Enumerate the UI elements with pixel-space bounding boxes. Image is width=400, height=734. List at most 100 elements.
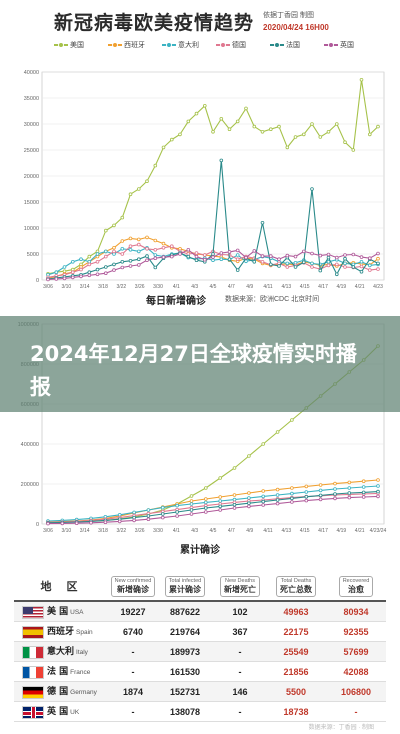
data-point [204, 497, 208, 501]
legend-label: 德国 [232, 42, 246, 49]
data-point [112, 249, 116, 254]
new-deaths-cell: - [214, 661, 266, 682]
legend-label: 意大利 [178, 42, 199, 49]
data-point [178, 252, 182, 256]
data-point [189, 502, 194, 506]
country-cell: 意大利 Italy [14, 641, 110, 662]
data-point [261, 499, 266, 504]
x-tick-label: 4/15 [300, 528, 310, 534]
data-point [128, 259, 133, 263]
x-tick-label: 4/7 [228, 284, 235, 290]
x-tick-label: 4/21 [355, 284, 365, 290]
data-point [310, 187, 314, 191]
data-point [359, 264, 364, 269]
flag-icon [22, 625, 44, 639]
data-point [95, 252, 100, 256]
data-point [153, 238, 158, 243]
data-point [211, 255, 215, 259]
data-point [235, 119, 240, 124]
legend-item: 英国 [324, 40, 354, 50]
data-point [235, 253, 240, 257]
data-point [145, 254, 149, 258]
data-point [367, 132, 372, 137]
x-tick-label: 4/1 [173, 528, 180, 534]
table-row: 美 国 USA 19227 887622 102 49963 80934 [14, 601, 386, 622]
data-point [161, 515, 165, 520]
total-infected-cell: 138078 [156, 701, 214, 722]
x-tick-label: 4/13 [281, 284, 291, 290]
y-tick-label: 25000 [24, 148, 39, 154]
data-point [376, 261, 380, 266]
data-point [137, 187, 141, 191]
data-point [310, 265, 314, 269]
x-tick-label: 3/18 [98, 284, 108, 290]
data-point [218, 476, 223, 480]
data-point [153, 253, 158, 257]
data-point [89, 521, 93, 525]
data-point [285, 145, 290, 150]
table-row: 意大利 Italy -189973-25549 57699 [14, 641, 386, 662]
x-tick-label: 4/23 [373, 284, 383, 290]
data-point [361, 479, 366, 484]
data-point [285, 253, 290, 258]
data-point [153, 163, 158, 168]
data-point [275, 498, 280, 502]
data-point [268, 254, 273, 258]
data-point [175, 503, 179, 508]
data-point [367, 263, 372, 268]
new-confirmed-cell: 1874 [110, 681, 156, 702]
data-point [128, 264, 133, 268]
data-point [235, 268, 240, 272]
series-line-4 [47, 491, 379, 524]
x-tick-label: 4/3 [191, 284, 198, 290]
data-point [326, 260, 331, 264]
recovered-cell: 92355 [326, 621, 386, 642]
data-point [333, 496, 337, 501]
data-point [318, 268, 323, 273]
data-point [204, 486, 208, 490]
data-point [146, 517, 151, 522]
header-area: 地 区 [14, 572, 110, 602]
data-point [333, 487, 337, 491]
legend-label: 英国 [340, 42, 354, 49]
data-point [104, 271, 108, 276]
data-point [120, 239, 125, 243]
headline-text: 2024年12月27日全球疫情实时播报 [30, 342, 357, 399]
data-point [290, 496, 294, 501]
data-point [367, 256, 372, 261]
data-point [260, 260, 265, 264]
data-point [189, 499, 194, 503]
table-row: 德 国 Germany 1874 152731 146 5500 106800 [14, 681, 386, 702]
x-tick-label: 3/06 [43, 284, 53, 290]
y-tick-label: 20000 [24, 174, 39, 180]
data-point [104, 254, 108, 259]
data-point [153, 265, 158, 270]
data-point [95, 260, 100, 264]
data-point [87, 270, 92, 275]
data-point [170, 254, 174, 259]
data-point [112, 223, 116, 228]
data-point [334, 122, 339, 126]
data-point [285, 261, 290, 266]
data-point [219, 251, 224, 255]
data-point [103, 520, 108, 525]
data-point [268, 262, 273, 267]
data-point [178, 132, 182, 137]
data-point [128, 244, 133, 249]
y-tick-label: 0 [36, 278, 39, 284]
summary-table: 地 区 New confirmed 新增确诊 Total infected 累计确诊… [14, 572, 386, 722]
data-point [60, 521, 65, 526]
new-deaths-cell: - [214, 701, 266, 722]
x-tick-label: 3/26 [135, 528, 145, 534]
data-point [359, 255, 364, 259]
legend: 美国 西班牙 意大利 德国 法国 英国 [54, 40, 374, 52]
data-point [326, 255, 331, 260]
data-point [376, 256, 380, 261]
total-deaths-cell: 49963 [266, 601, 326, 622]
x-tick-label: 3/14 [80, 528, 90, 534]
legend-swatch [270, 42, 284, 49]
data-point [232, 493, 237, 497]
data-point [128, 236, 133, 241]
x-tick-label: 4/17 [318, 284, 328, 290]
data-point [128, 192, 133, 197]
